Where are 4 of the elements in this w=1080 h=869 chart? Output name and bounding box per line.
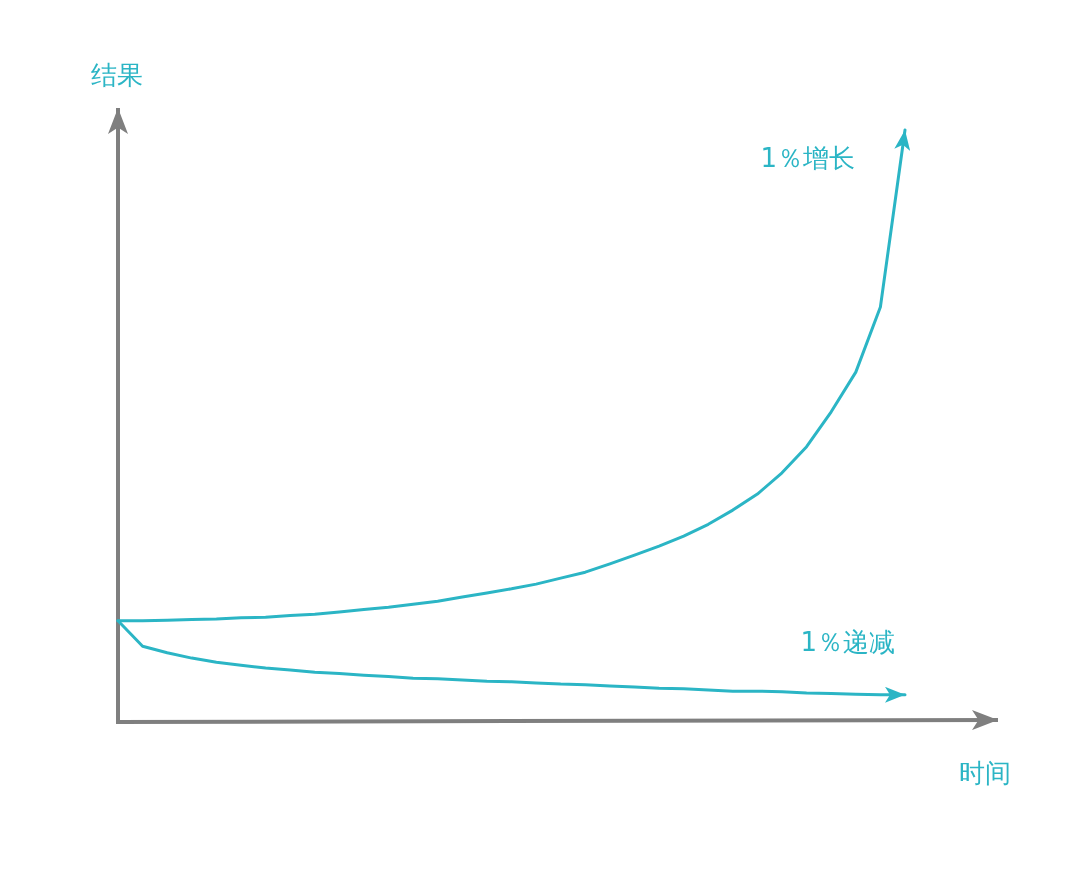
x-axis-title: 时间 xyxy=(959,758,1011,788)
series-label: 1％递减 xyxy=(800,626,895,657)
y-axis-title: 结果 xyxy=(91,60,143,90)
series-label: 1％增长 xyxy=(760,143,855,173)
